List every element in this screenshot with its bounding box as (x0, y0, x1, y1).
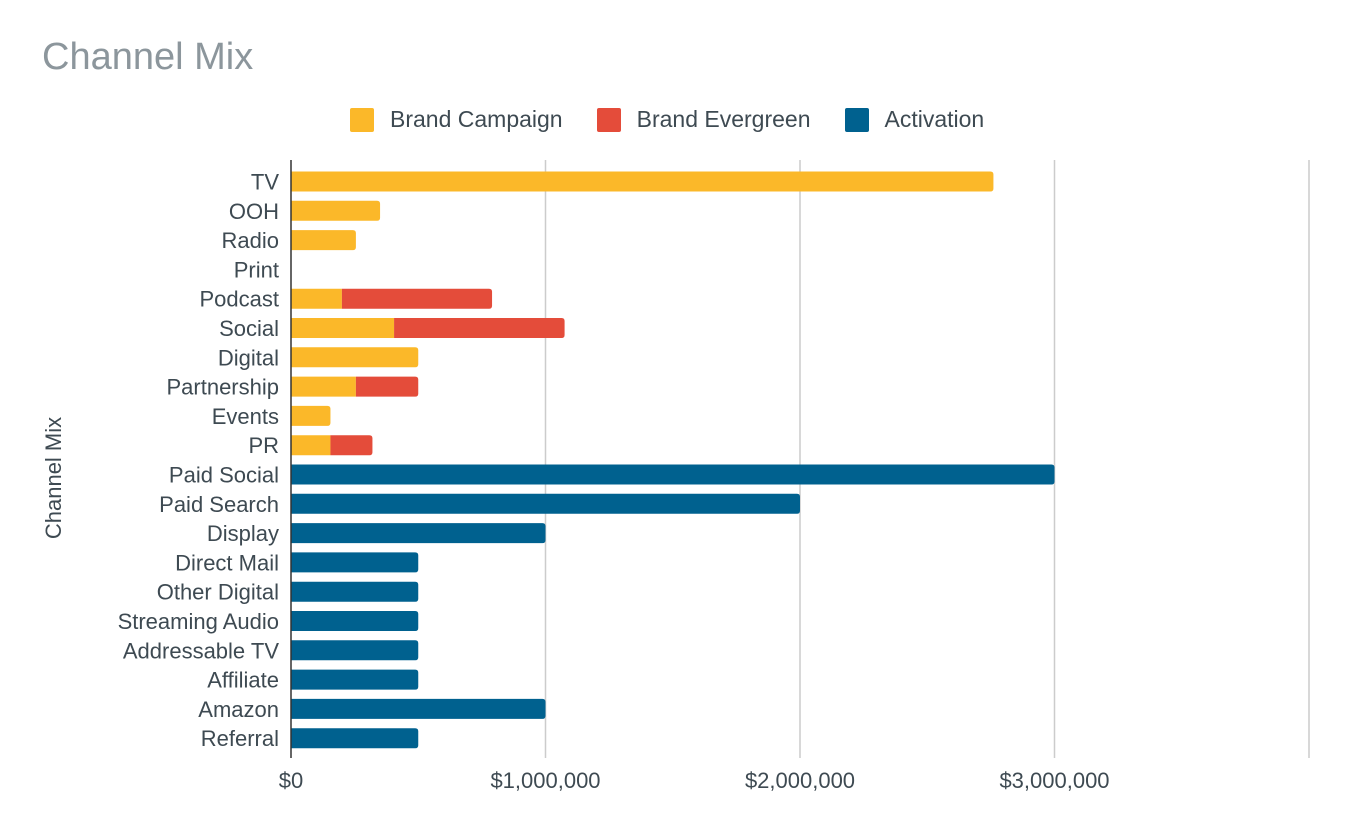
x-tick-label: $0 (279, 768, 303, 793)
legend-label-activation: Activation (884, 106, 985, 132)
y-tick-label: Amazon (198, 697, 279, 722)
x-tick-label: $2,000,000 (745, 768, 855, 793)
y-tick-label: PR (248, 433, 279, 458)
bar-podcast-brand-campaign (291, 288, 342, 309)
bar-podcast-brand-evergreen (341, 288, 493, 309)
legend-item-activation[interactable]: Activation (844, 106, 985, 133)
y-tick-label: Radio (222, 228, 279, 253)
bar-affiliate-activation (291, 669, 419, 690)
bar-other-digital-activation (291, 581, 419, 602)
bar-paid-social-activation (291, 464, 1055, 485)
bar-paid-search-activation (291, 493, 800, 514)
legend-label-brand-campaign: Brand Campaign (390, 106, 563, 132)
bar-digital-brand-campaign (291, 347, 419, 368)
bar-direct-mail-activation (291, 552, 419, 573)
y-tick-label: Social (219, 316, 279, 341)
y-tick-label: OOH (229, 199, 279, 224)
y-tick-label: Podcast (200, 287, 280, 312)
legend-swatch-brand-evergreen (596, 107, 621, 132)
bar-partnership-brand-evergreen (355, 376, 419, 397)
y-tick-label: Paid Search (159, 492, 279, 517)
y-tick-label: Digital (218, 345, 279, 370)
legend-swatch-brand-campaign (350, 107, 374, 132)
chart-title: Channel Mix (42, 36, 254, 78)
y-tick-label: Partnership (166, 375, 279, 400)
y-tick-label: Other Digital (157, 580, 279, 605)
bar-events-brand-campaign (291, 405, 331, 426)
legend-swatch-activation (844, 107, 869, 132)
legend-label-brand-evergreen: Brand Evergreen (636, 106, 811, 132)
bar-pr-brand-campaign (291, 435, 331, 456)
bar-referral-activation (291, 728, 419, 749)
bar-display-activation (291, 523, 546, 544)
y-tick-label: Direct Mail (175, 550, 279, 575)
bar-pr-brand-evergreen (330, 435, 373, 456)
x-tick-label: $1,000,000 (490, 768, 600, 793)
y-tick-label: Print (234, 257, 279, 282)
y-tick-label: Paid Social (169, 463, 279, 488)
legend-item-brand-campaign[interactable]: Brand Campaign (350, 106, 563, 133)
bar-addressable-tv-activation (291, 640, 419, 661)
y-tick-label: Streaming Audio (118, 609, 279, 634)
bar-social-brand-campaign (291, 318, 395, 338)
bar-radio-brand-campaign (291, 230, 356, 251)
x-tick-label: $3,000,000 (999, 768, 1109, 793)
y-tick-label: Referral (201, 726, 279, 751)
legend-item-brand-evergreen[interactable]: Brand Evergreen (596, 106, 811, 133)
bar-tv-brand-campaign (291, 171, 994, 192)
bar-ooh-brand-campaign (291, 200, 381, 221)
bar-partnership-brand-campaign (291, 376, 356, 397)
y-tick-label: Events (212, 404, 279, 429)
y-tick-label: TV (251, 170, 279, 195)
y-tick-label: Addressable TV (123, 638, 279, 663)
bar-streaming-audio-activation (291, 611, 419, 631)
y-tick-label: Display (207, 521, 279, 546)
chart-legend: Brand Campaign Brand Evergreen Activatio… (350, 106, 1018, 133)
bar-amazon-activation (291, 698, 546, 719)
y-tick-label: Affiliate (207, 668, 279, 693)
bar-social-brand-evergreen (394, 318, 565, 338)
